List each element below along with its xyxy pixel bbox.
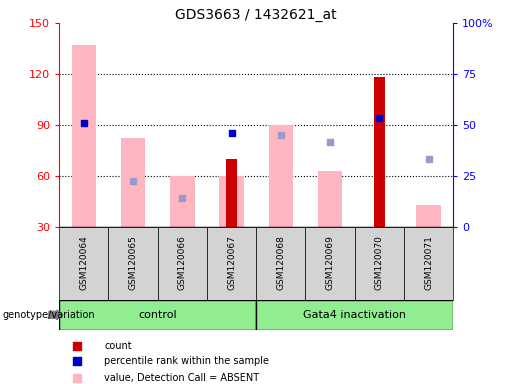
Bar bbox=[158, 227, 207, 300]
Point bbox=[178, 195, 186, 201]
Point bbox=[326, 139, 334, 145]
Point bbox=[80, 120, 88, 126]
Bar bbox=[226, 159, 237, 227]
Point bbox=[228, 130, 236, 136]
Bar bbox=[404, 227, 453, 300]
Bar bbox=[268, 125, 293, 227]
Text: Gata4 inactivation: Gata4 inactivation bbox=[303, 310, 406, 320]
Bar bbox=[355, 227, 404, 300]
Bar bbox=[72, 45, 96, 227]
Point bbox=[73, 375, 81, 381]
Text: GSM120068: GSM120068 bbox=[277, 236, 285, 290]
Text: GSM120071: GSM120071 bbox=[424, 236, 433, 290]
Bar bbox=[374, 77, 385, 227]
Bar bbox=[121, 138, 145, 227]
Text: percentile rank within the sample: percentile rank within the sample bbox=[104, 356, 269, 366]
Point bbox=[375, 115, 384, 121]
Text: genotype/variation: genotype/variation bbox=[3, 310, 95, 320]
Text: count: count bbox=[104, 341, 132, 351]
Text: GSM120064: GSM120064 bbox=[79, 236, 89, 290]
Bar bbox=[256, 227, 305, 300]
Bar bbox=[207, 227, 256, 300]
Text: GSM120069: GSM120069 bbox=[325, 236, 335, 290]
Bar bbox=[416, 205, 441, 227]
Text: value, Detection Call = ABSENT: value, Detection Call = ABSENT bbox=[104, 373, 260, 383]
Title: GDS3663 / 1432621_at: GDS3663 / 1432621_at bbox=[176, 8, 337, 22]
Point bbox=[277, 132, 285, 138]
Bar bbox=[109, 227, 158, 300]
Point bbox=[424, 156, 433, 162]
Text: GSM120070: GSM120070 bbox=[375, 236, 384, 290]
Bar bbox=[59, 227, 109, 300]
Text: GSM120067: GSM120067 bbox=[227, 236, 236, 290]
Bar bbox=[305, 227, 355, 300]
Text: control: control bbox=[139, 310, 177, 320]
Bar bbox=[219, 176, 244, 227]
Point bbox=[129, 178, 137, 184]
Bar bbox=[256, 300, 453, 329]
Bar bbox=[59, 300, 256, 329]
Bar bbox=[170, 176, 195, 227]
Text: GSM120066: GSM120066 bbox=[178, 236, 187, 290]
Point bbox=[73, 343, 81, 349]
Point bbox=[73, 358, 81, 364]
Text: GSM120065: GSM120065 bbox=[129, 236, 138, 290]
Bar bbox=[318, 170, 342, 227]
